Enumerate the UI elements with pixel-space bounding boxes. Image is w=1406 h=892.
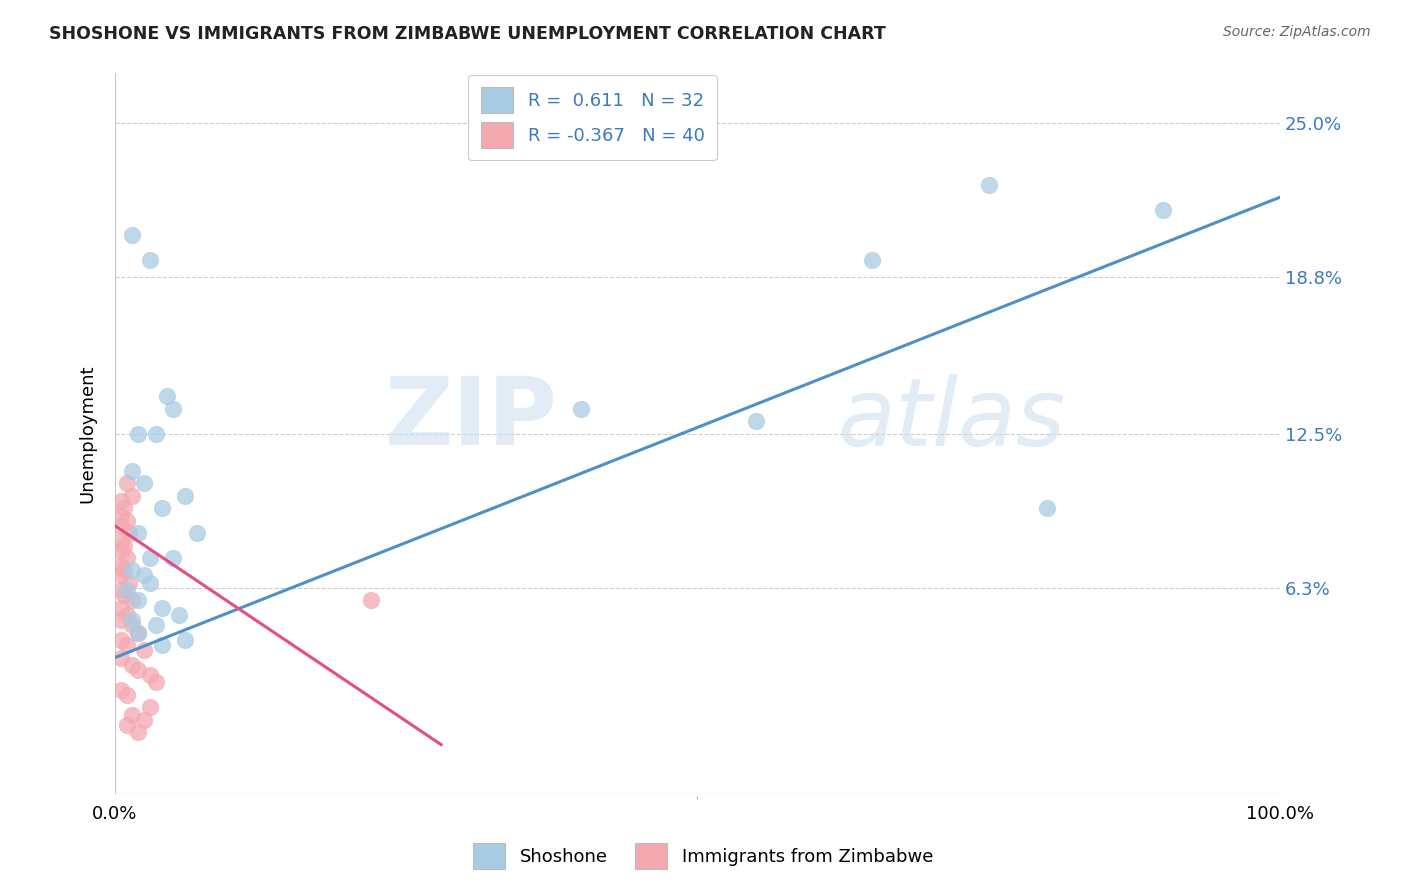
- Point: [121, 464, 143, 478]
- Text: Source: ZipAtlas.com: Source: ZipAtlas.com: [1223, 25, 1371, 39]
- Point: [110, 543, 132, 558]
- Point: [121, 564, 143, 578]
- Point: [977, 178, 1000, 192]
- Point: [360, 593, 382, 607]
- Point: [115, 514, 138, 528]
- Point: [1035, 501, 1057, 516]
- Point: [1152, 202, 1174, 217]
- Point: [121, 658, 143, 673]
- Point: [118, 526, 141, 541]
- Point: [110, 613, 132, 627]
- Point: [127, 593, 149, 607]
- Point: [139, 252, 162, 267]
- Point: [112, 501, 135, 516]
- Point: [115, 551, 138, 566]
- Point: [162, 401, 184, 416]
- Point: [115, 476, 138, 491]
- Point: [112, 588, 135, 602]
- Point: [121, 489, 143, 503]
- Point: [110, 508, 132, 523]
- Point: [134, 476, 156, 491]
- Point: [569, 401, 592, 416]
- Point: [156, 389, 179, 403]
- Point: [150, 638, 173, 652]
- Point: [139, 700, 162, 714]
- Point: [112, 539, 135, 553]
- Text: ZIP: ZIP: [385, 373, 558, 466]
- Point: [121, 613, 143, 627]
- Text: SHOSHONE VS IMMIGRANTS FROM ZIMBABWE UNEMPLOYMENT CORRELATION CHART: SHOSHONE VS IMMIGRANTS FROM ZIMBABWE UNE…: [49, 25, 886, 43]
- Point: [110, 568, 132, 582]
- Point: [115, 583, 138, 598]
- Point: [186, 526, 208, 541]
- Point: [127, 526, 149, 541]
- Point: [127, 625, 149, 640]
- Point: [150, 600, 173, 615]
- Point: [860, 252, 883, 267]
- Point: [121, 227, 143, 242]
- Point: [112, 564, 135, 578]
- Point: [110, 600, 132, 615]
- Point: [167, 608, 190, 623]
- Point: [110, 583, 132, 598]
- Point: [150, 501, 173, 516]
- Point: [115, 638, 138, 652]
- Point: [110, 682, 132, 697]
- Point: [145, 426, 167, 441]
- Point: [162, 551, 184, 566]
- Point: [145, 618, 167, 632]
- Point: [145, 675, 167, 690]
- Point: [139, 551, 162, 566]
- Point: [115, 608, 138, 623]
- Point: [139, 576, 162, 591]
- Point: [134, 713, 156, 727]
- Point: [134, 568, 156, 582]
- Point: [121, 707, 143, 722]
- Point: [121, 593, 143, 607]
- Point: [115, 688, 138, 702]
- Point: [127, 426, 149, 441]
- Legend: Shoshone, Immigrants from Zimbabwe: Shoshone, Immigrants from Zimbabwe: [465, 836, 941, 876]
- Point: [110, 650, 132, 665]
- Point: [127, 725, 149, 739]
- Point: [110, 558, 132, 573]
- Point: [110, 518, 132, 533]
- Point: [134, 643, 156, 657]
- Point: [110, 493, 132, 508]
- Text: atlas: atlas: [837, 374, 1066, 465]
- Point: [174, 633, 197, 648]
- Point: [110, 633, 132, 648]
- Point: [174, 489, 197, 503]
- Point: [118, 576, 141, 591]
- Legend: R =  0.611   N = 32, R = -0.367   N = 40: R = 0.611 N = 32, R = -0.367 N = 40: [468, 75, 717, 161]
- Point: [744, 414, 766, 428]
- Y-axis label: Unemployment: Unemployment: [79, 365, 96, 503]
- Point: [110, 533, 132, 548]
- Point: [121, 618, 143, 632]
- Point: [127, 625, 149, 640]
- Point: [115, 717, 138, 731]
- Point: [139, 668, 162, 682]
- Point: [127, 663, 149, 677]
